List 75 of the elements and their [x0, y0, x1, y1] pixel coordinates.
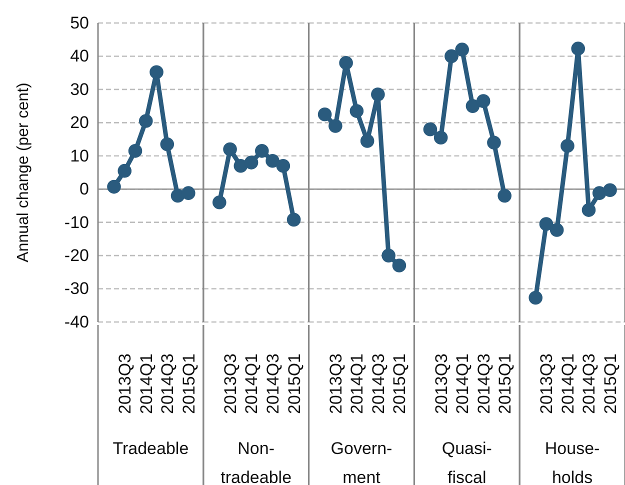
point [150, 65, 164, 80]
point [212, 196, 226, 210]
point [444, 49, 458, 64]
point [582, 203, 596, 217]
x-tick-label: 2014Q1 [136, 354, 156, 414]
point [138, 114, 153, 128]
point [276, 158, 290, 173]
x-tick-label: 2013Q3 [432, 354, 451, 414]
point [466, 99, 480, 113]
y-tick-label: 20 [70, 113, 89, 132]
x-tick-label: 2014Q3 [474, 354, 494, 414]
y-tick-label: 10 [70, 146, 89, 166]
y-tick-label: 30 [70, 80, 89, 99]
point [539, 217, 554, 231]
x-tick-label: 2013Q3 [220, 354, 240, 414]
point [350, 104, 364, 118]
point [244, 156, 258, 170]
x-axis-title: Govern- ment [330, 439, 392, 485]
point [160, 137, 174, 152]
point [487, 136, 501, 150]
x-tick-label: 2014Q3 [263, 354, 282, 414]
point [371, 88, 385, 102]
x-axis-title: Non- tradeable [220, 439, 292, 485]
x-tick-label: 2014Q3 [580, 354, 599, 414]
x-tick-label: 2014Q1 [348, 354, 367, 414]
point [170, 188, 185, 203]
point [434, 130, 448, 145]
x-tick-label: 2013Q3 [326, 354, 346, 414]
point [528, 290, 543, 305]
point [550, 223, 564, 237]
x-tick-label: 2015Q1 [179, 354, 198, 414]
point [571, 42, 586, 56]
y-tick-label: 40 [70, 46, 89, 66]
x-tick-label: 2015Q1 [496, 354, 515, 414]
point [476, 94, 490, 108]
point [255, 144, 269, 158]
point [181, 186, 196, 200]
x-tick-label: 2014Q3 [158, 354, 178, 414]
x-tick-label: 2014Q3 [368, 354, 388, 414]
x-tick-label: 2015Q1 [390, 354, 410, 414]
x-tick-label: 2013Q3 [116, 354, 135, 414]
point [423, 122, 438, 136]
point [498, 188, 512, 203]
point [328, 119, 342, 133]
point [234, 158, 248, 173]
x-axis-title: Tradeable [112, 439, 189, 458]
x-axis-title: House- holds [544, 439, 600, 485]
point [318, 107, 332, 122]
x-tick-label: 2014Q1 [453, 354, 472, 414]
point [382, 248, 396, 262]
y-tick-label: -40 [64, 312, 89, 332]
y-tick-label: 0 [80, 180, 89, 199]
x-tick-label: 2014Q1 [242, 354, 262, 414]
x-tick-label: 2015Q1 [284, 354, 304, 414]
point [603, 183, 617, 198]
point [339, 56, 353, 70]
point [266, 154, 280, 168]
y-axis-title: Annual change (per cent) [15, 82, 32, 262]
y-tick-label: -10 [64, 212, 89, 232]
point [286, 212, 301, 227]
x-tick-label: 2014Q1 [558, 354, 578, 414]
y-tick-label: -20 [64, 246, 89, 265]
x-axis-title: Quasi- fiscal [442, 439, 492, 485]
point [118, 164, 132, 178]
x-tick-label: 2015Q1 [600, 354, 620, 414]
point [392, 258, 406, 272]
point [560, 139, 574, 153]
point [360, 134, 374, 148]
x-tick-label: 2013Q3 [537, 354, 556, 414]
point [107, 180, 121, 194]
point [128, 144, 142, 158]
point [223, 142, 237, 156]
y-tick-label: -30 [64, 279, 89, 298]
y-tick-label: 50 [70, 13, 89, 32]
point [455, 42, 469, 56]
